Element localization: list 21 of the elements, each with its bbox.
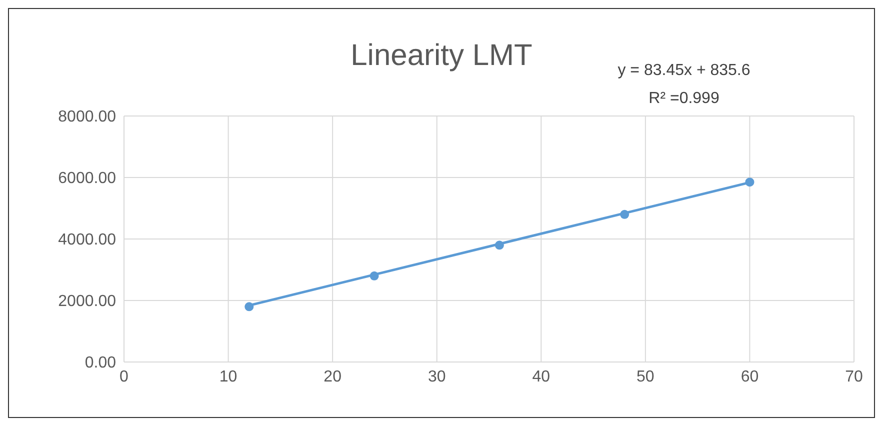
- x-tick-label: 30: [428, 368, 446, 386]
- x-tick-label: 40: [532, 368, 550, 386]
- point: [620, 210, 630, 219]
- point: [745, 178, 754, 187]
- y-tick-label: 4000.00: [58, 232, 116, 249]
- y-tick-label: 2000.00: [58, 293, 116, 310]
- text: R² =0.999: [648, 89, 720, 109]
- y-tick-label: 8000.00: [58, 108, 116, 126]
- text: y = 83.45x + 835.6: [616, 61, 752, 81]
- x-tick-label: 10: [219, 368, 238, 386]
- chart-title: Linearity LMT: [350, 39, 532, 72]
- point: [370, 271, 379, 280]
- x-tick-label: 20: [324, 368, 342, 386]
- x-tick-label: 70: [845, 368, 863, 386]
- x-tick-label: 60: [740, 368, 759, 386]
- x-tick-label: 0: [120, 368, 129, 386]
- point: [494, 240, 504, 250]
- x-tick-label: 50: [636, 368, 654, 386]
- y-tick-label: 6000.00: [58, 170, 116, 188]
- y-tick-label: 0.00: [84, 354, 116, 372]
- point: [244, 302, 254, 312]
